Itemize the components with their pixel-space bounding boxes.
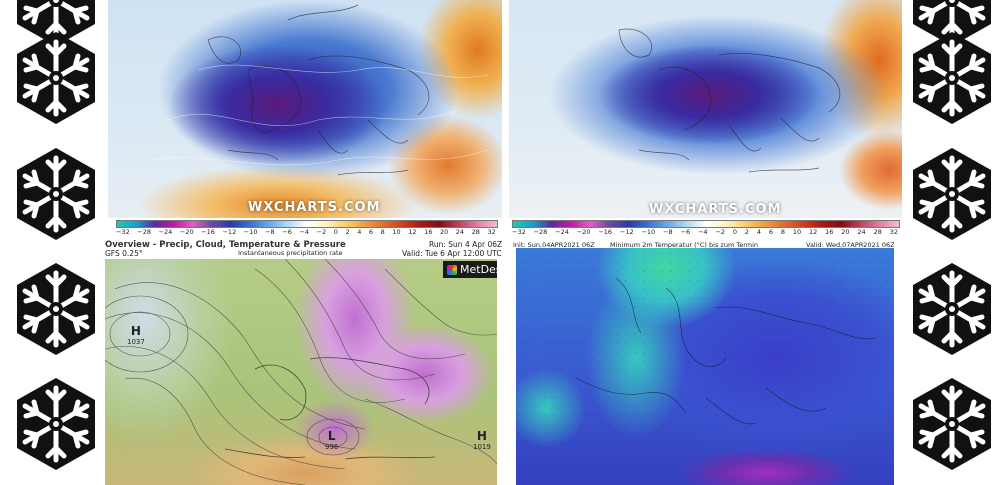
watermark: WXCHARTS.COM <box>248 200 381 215</box>
temperature-map-top-right: WXCHARTS.COM <box>509 0 902 218</box>
precipitation-pressure-map: MetDesk H 1037 L 996 H 1019 <box>105 259 497 485</box>
color-scale-ticks: −32 −28 −24 −20 −16 −12 −10 −8 −6 −4 −2 0 2 4 6 8 10 12 16… <box>116 228 496 236</box>
snowflake-icon <box>10 378 102 470</box>
coastline-overlay: - <box>516 248 894 485</box>
valid-time: Valid: Wed,07APR2021 06Z <box>806 241 895 249</box>
snowflake-icon <box>906 378 998 470</box>
valid-time: Valid: Tue 6 Apr 12:00 UTC <box>402 249 502 258</box>
isobar-overlay <box>105 259 497 485</box>
snowflake-icon <box>906 148 998 240</box>
coastline-overlay <box>618 28 841 173</box>
snowflake-icon <box>10 148 102 240</box>
color-scale-bar <box>512 220 900 228</box>
color-scale-bar <box>116 220 498 228</box>
chart-title: Overview - Precip, Cloud, Temperature & … <box>105 240 346 250</box>
temperature-map-top-left: WXCHARTS.COM <box>108 0 502 218</box>
snowflake-icon <box>906 263 998 355</box>
watermark: WXCHARTS.COM <box>649 202 782 217</box>
pressure-label-low: L 996 <box>325 429 339 451</box>
snowflake-icon <box>10 32 102 124</box>
pressure-label-high: H 1037 <box>127 324 145 346</box>
model-name: GFS 0.25° <box>105 249 143 258</box>
metdesk-logo: MetDesk <box>443 261 497 278</box>
subtitle: Instantaneous precipitation rate <box>238 249 343 257</box>
snowflake-icon <box>906 32 998 124</box>
metdesk-logo-icon <box>447 264 457 275</box>
minimum-temperature-map: - <box>516 248 894 485</box>
chart-title: Minimum 2m Temperatur (°C) bis zum Termi… <box>610 241 759 249</box>
coastline-overlay <box>147 4 489 176</box>
pressure-label-high: H 1019 <box>473 429 491 451</box>
run-time: Run: Sun 4 Apr 06Z <box>429 240 503 249</box>
color-scale-ticks: −32 −28 −24 −20 −16 −12 −10 −8 −6 −4 −2 0 2 4 6 8 10 12 16… <box>512 228 898 236</box>
snowflake-icon <box>10 263 102 355</box>
init-time: Init: Sun,04APR2021 06Z <box>513 241 595 249</box>
